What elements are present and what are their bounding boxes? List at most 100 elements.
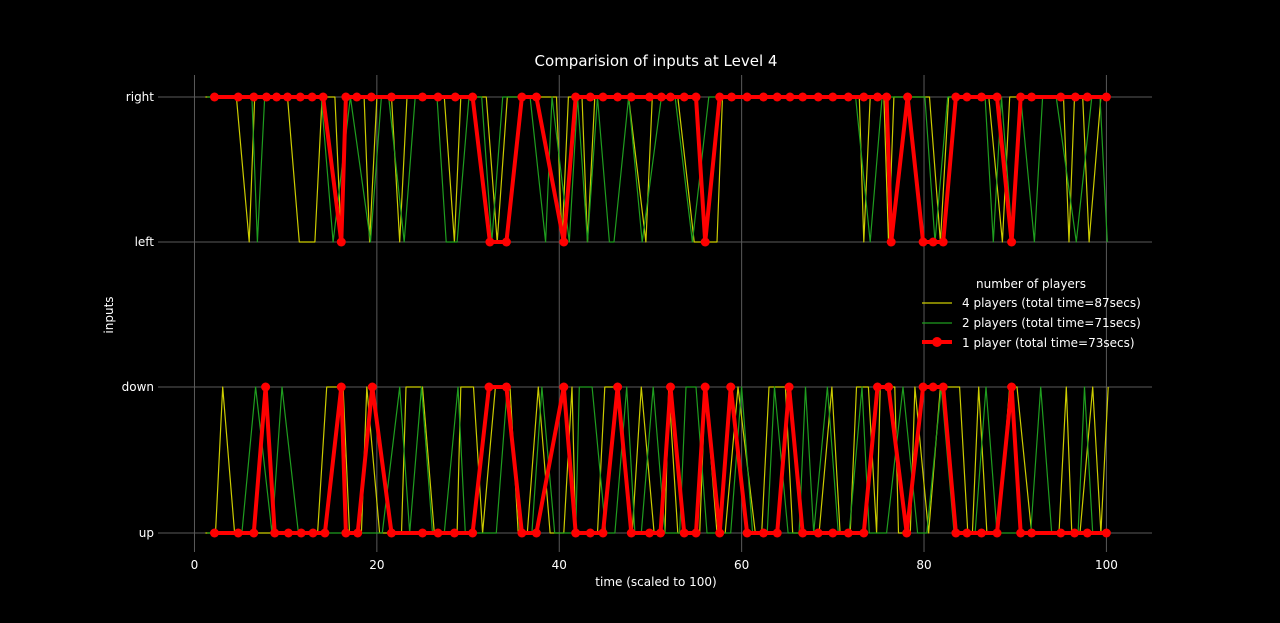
data-point xyxy=(691,92,701,102)
data-point xyxy=(951,528,961,538)
data-point xyxy=(679,528,689,538)
data-point xyxy=(928,237,938,247)
data-point xyxy=(531,92,541,102)
data-point xyxy=(559,237,569,247)
data-point xyxy=(873,382,882,392)
data-point xyxy=(813,528,823,538)
x-axis-label: time (scaled to 100) xyxy=(595,575,716,589)
data-point xyxy=(902,528,912,538)
data-point xyxy=(843,528,853,538)
data-point xyxy=(828,92,838,102)
data-point xyxy=(571,92,581,102)
data-point xyxy=(691,528,701,538)
data-point xyxy=(353,528,363,538)
data-point xyxy=(798,92,808,102)
series-2 xyxy=(210,92,1111,538)
x-tick-label: 100 xyxy=(1095,558,1118,572)
data-point xyxy=(613,382,623,392)
data-point xyxy=(928,382,938,392)
data-point xyxy=(418,528,427,538)
x-tick-label: 80 xyxy=(916,558,931,572)
data-point xyxy=(626,92,636,102)
data-point xyxy=(468,92,478,102)
data-point xyxy=(468,528,478,538)
data-point xyxy=(726,382,736,392)
data-point xyxy=(938,237,948,247)
data-point xyxy=(233,92,243,102)
legend: number of players 4 players (total time=… xyxy=(922,277,1141,350)
data-point xyxy=(433,528,443,538)
data-point xyxy=(1007,382,1017,392)
data-point xyxy=(759,528,768,538)
data-point xyxy=(367,382,377,392)
data-point xyxy=(859,92,869,102)
data-point xyxy=(341,92,351,102)
data-point xyxy=(772,92,782,102)
data-point xyxy=(903,92,913,102)
data-point xyxy=(210,528,219,538)
legend-label-4-players: 4 players (total time=87secs) xyxy=(962,296,1141,310)
data-point xyxy=(450,92,460,102)
data-point xyxy=(656,92,666,102)
x-tick-label: 20 xyxy=(369,558,384,572)
data-point xyxy=(918,382,928,392)
data-point xyxy=(296,528,306,538)
data-point xyxy=(571,528,581,538)
data-point xyxy=(873,92,882,102)
data-point xyxy=(249,92,259,102)
data-point xyxy=(645,528,654,538)
data-point xyxy=(387,528,396,538)
data-point xyxy=(962,92,972,102)
data-point xyxy=(336,382,346,392)
x-tick-label: 60 xyxy=(734,558,749,572)
data-point xyxy=(585,528,595,538)
data-point xyxy=(1027,528,1037,538)
y-tick-label: left xyxy=(135,235,155,249)
data-point xyxy=(249,528,259,538)
data-point xyxy=(886,237,896,247)
data-point xyxy=(742,528,752,538)
data-point xyxy=(233,528,243,538)
data-point xyxy=(977,528,986,538)
y-tick-labels: up down left right xyxy=(122,90,155,540)
data-point xyxy=(1070,528,1079,538)
data-point xyxy=(1016,528,1026,538)
data-point xyxy=(449,528,459,538)
data-point xyxy=(501,382,511,392)
data-point xyxy=(977,92,986,102)
legend-marker-1-player xyxy=(932,337,942,347)
data-point xyxy=(715,528,725,538)
data-point xyxy=(272,92,282,102)
x-tick-labels: 0 20 40 60 80 100 xyxy=(191,558,1118,572)
data-point xyxy=(1027,92,1037,102)
data-point xyxy=(484,382,494,392)
data-point xyxy=(433,92,443,102)
data-point xyxy=(772,528,782,538)
data-point xyxy=(598,528,608,538)
data-point xyxy=(715,92,725,102)
data-point xyxy=(666,382,675,392)
x-tick-label: 0 xyxy=(191,558,199,572)
data-point xyxy=(1056,528,1066,538)
data-point xyxy=(813,92,823,102)
legend-entry-1-player: 1 player (total time=73secs) xyxy=(922,336,1135,350)
data-point xyxy=(1082,92,1092,102)
data-point xyxy=(1101,528,1111,538)
data-point xyxy=(352,92,362,102)
data-point xyxy=(727,92,737,102)
data-point xyxy=(1101,92,1111,102)
data-point xyxy=(283,92,292,102)
legend-entry-4-players: 4 players (total time=87secs) xyxy=(922,296,1141,310)
data-point xyxy=(992,528,1002,538)
data-point xyxy=(517,92,527,102)
data-point xyxy=(307,92,317,102)
plot-area xyxy=(205,92,1111,538)
legend-entry-2-players: 2 players (total time=71secs) xyxy=(922,316,1141,330)
data-point xyxy=(559,382,569,392)
data-point xyxy=(295,92,305,102)
data-point xyxy=(320,528,330,538)
data-point xyxy=(626,528,636,538)
data-point xyxy=(613,92,623,102)
